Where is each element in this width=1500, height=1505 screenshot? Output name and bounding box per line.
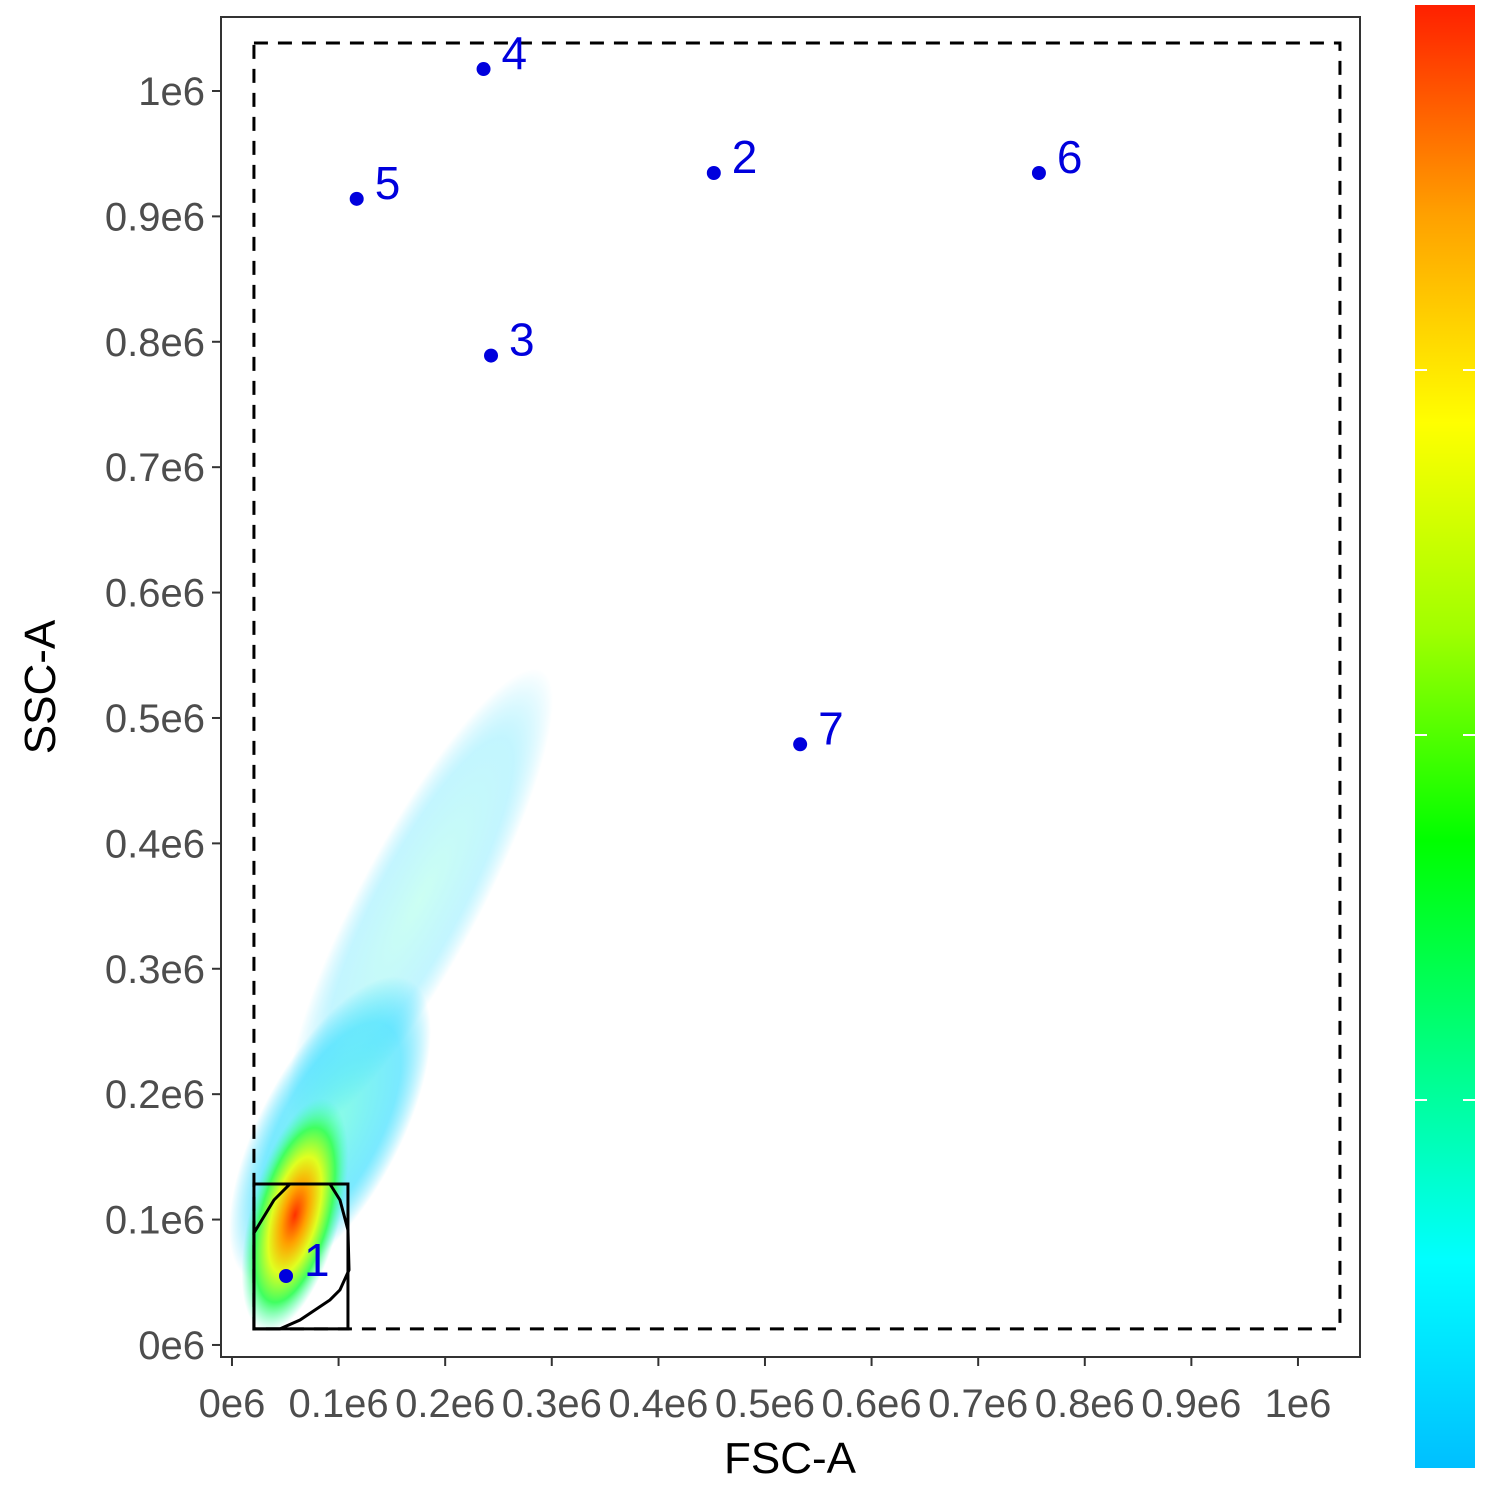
point <box>706 165 721 180</box>
y-tick-label: 0.5e6 <box>105 697 205 741</box>
y-tick-label: 0.6e6 <box>105 572 205 616</box>
y-tick-label: 0.8e6 <box>105 321 205 365</box>
gate <box>252 1182 351 1331</box>
point-label: 1 <box>304 1234 330 1286</box>
x-tick-label: 1e6 <box>1265 1382 1332 1426</box>
y-tick-label: 0.4e6 <box>105 822 205 866</box>
x-tick-label: 0.5e6 <box>715 1382 815 1426</box>
y-tick-label: 0.9e6 <box>105 195 205 239</box>
colorbar <box>1415 5 1475 1468</box>
x-tick-label: 0.3e6 <box>502 1382 602 1426</box>
colorbar-ticks <box>1415 369 1475 1101</box>
y-tick-label: 1e6 <box>138 70 205 114</box>
density-core <box>241 1098 349 1332</box>
x-tick-label: 0.1e6 <box>289 1382 389 1426</box>
point <box>349 191 364 206</box>
point-label: 4 <box>502 27 528 79</box>
x-tick-label: 0.6e6 <box>822 1382 922 1426</box>
x-tick-label: 0.2e6 <box>395 1382 495 1426</box>
point-label: 7 <box>818 702 844 754</box>
y-tick-label: 0.7e6 <box>105 446 205 490</box>
point <box>1031 165 1046 180</box>
point-label: 5 <box>375 157 401 209</box>
x-tick-label: 0.4e6 <box>608 1382 708 1426</box>
point <box>279 1268 294 1283</box>
point-label: 6 <box>1057 131 1083 183</box>
point <box>793 737 808 752</box>
gate <box>252 41 1342 1331</box>
y-tick-label: 0e6 <box>138 1324 205 1368</box>
y-tick-label: 0.2e6 <box>105 1073 205 1117</box>
point <box>484 348 499 363</box>
y-tick-label: 0.3e6 <box>105 948 205 992</box>
y-tick-label: 0.1e6 <box>105 1199 205 1243</box>
x-tick-label: 0.9e6 <box>1141 1382 1241 1426</box>
y-axis-label: SSC-A <box>16 619 65 754</box>
point-label: 2 <box>732 131 758 183</box>
plot-panel <box>220 16 1361 1358</box>
point-label: 3 <box>509 314 535 366</box>
density-cloud <box>229 668 554 1332</box>
x-tick-label: 0.8e6 <box>1035 1382 1135 1426</box>
density-tail <box>286 668 554 1132</box>
x-tick-label: 0.7e6 <box>928 1382 1028 1426</box>
x-tick-label: 0e6 <box>199 1382 266 1426</box>
x-axis-label: FSC-A <box>724 1434 857 1483</box>
point <box>476 62 491 77</box>
